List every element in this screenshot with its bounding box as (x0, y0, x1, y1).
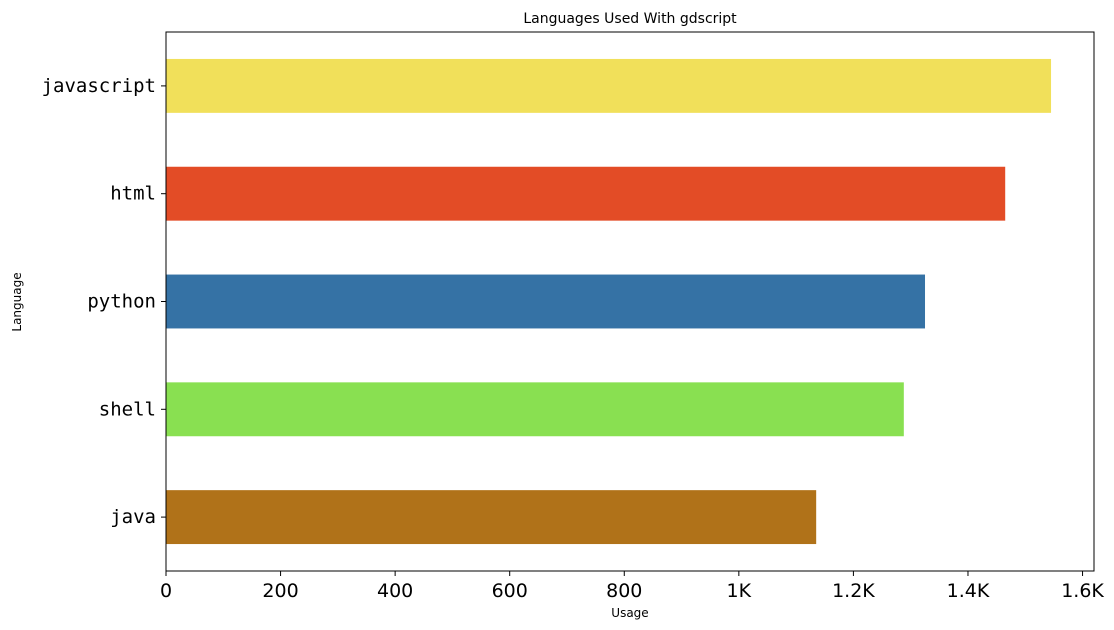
bar-shell (166, 382, 904, 437)
y-tick-label: html (110, 183, 156, 205)
x-tick-label: 400 (377, 580, 413, 602)
y-axis-ticks: javascript html python shell java (42, 75, 166, 528)
y-tick-label: javascript (42, 75, 156, 97)
x-tick-label: 800 (606, 580, 642, 602)
y-tick-label: java (110, 506, 156, 528)
y-tick-label: shell (99, 398, 156, 420)
x-tick-label: 1.2K (832, 580, 875, 602)
bars-group (166, 58, 1052, 545)
x-tick-label: 200 (262, 580, 298, 602)
bar-html (166, 166, 1006, 221)
x-axis-label: Usage (611, 606, 648, 620)
x-tick-label: 600 (492, 580, 528, 602)
bar-java (166, 490, 817, 545)
x-tick-label: 1K (727, 580, 752, 602)
bar-python (166, 274, 926, 329)
x-axis-ticks: 0 200 400 600 800 1K 1.2K 1.4K 1.6K (160, 571, 1104, 602)
bar-javascript (166, 58, 1052, 113)
y-axis-label: Language (10, 272, 24, 331)
chart-title: Languages Used With gdscript (523, 11, 737, 27)
x-tick-label: 1.6K (1061, 580, 1104, 602)
x-tick-label: 1.4K (947, 580, 990, 602)
x-tick-label: 0 (160, 580, 172, 602)
y-tick-label: python (87, 291, 156, 313)
